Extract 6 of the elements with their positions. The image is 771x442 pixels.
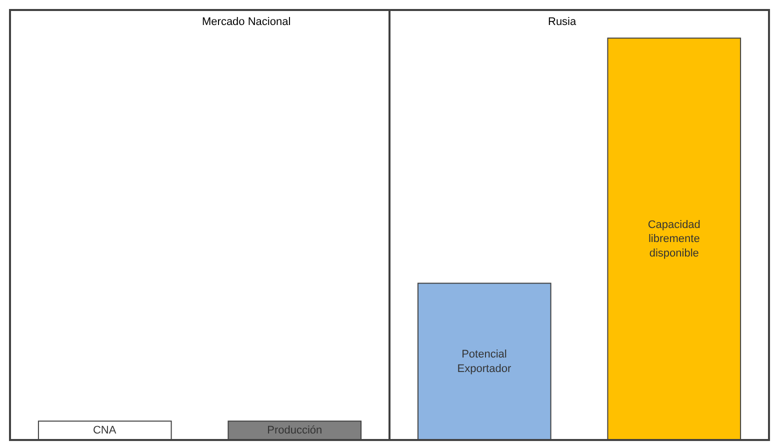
x-tick-label: Producción	[267, 424, 322, 437]
x-tick-label: Potencial Exportador	[457, 348, 512, 375]
text: Mercado Nacional	[202, 16, 291, 28]
x-tick-label: CNA	[92, 424, 117, 437]
text: Rusia	[548, 16, 578, 28]
x-tick-label: Capacidad libremente disponible	[648, 218, 700, 260]
